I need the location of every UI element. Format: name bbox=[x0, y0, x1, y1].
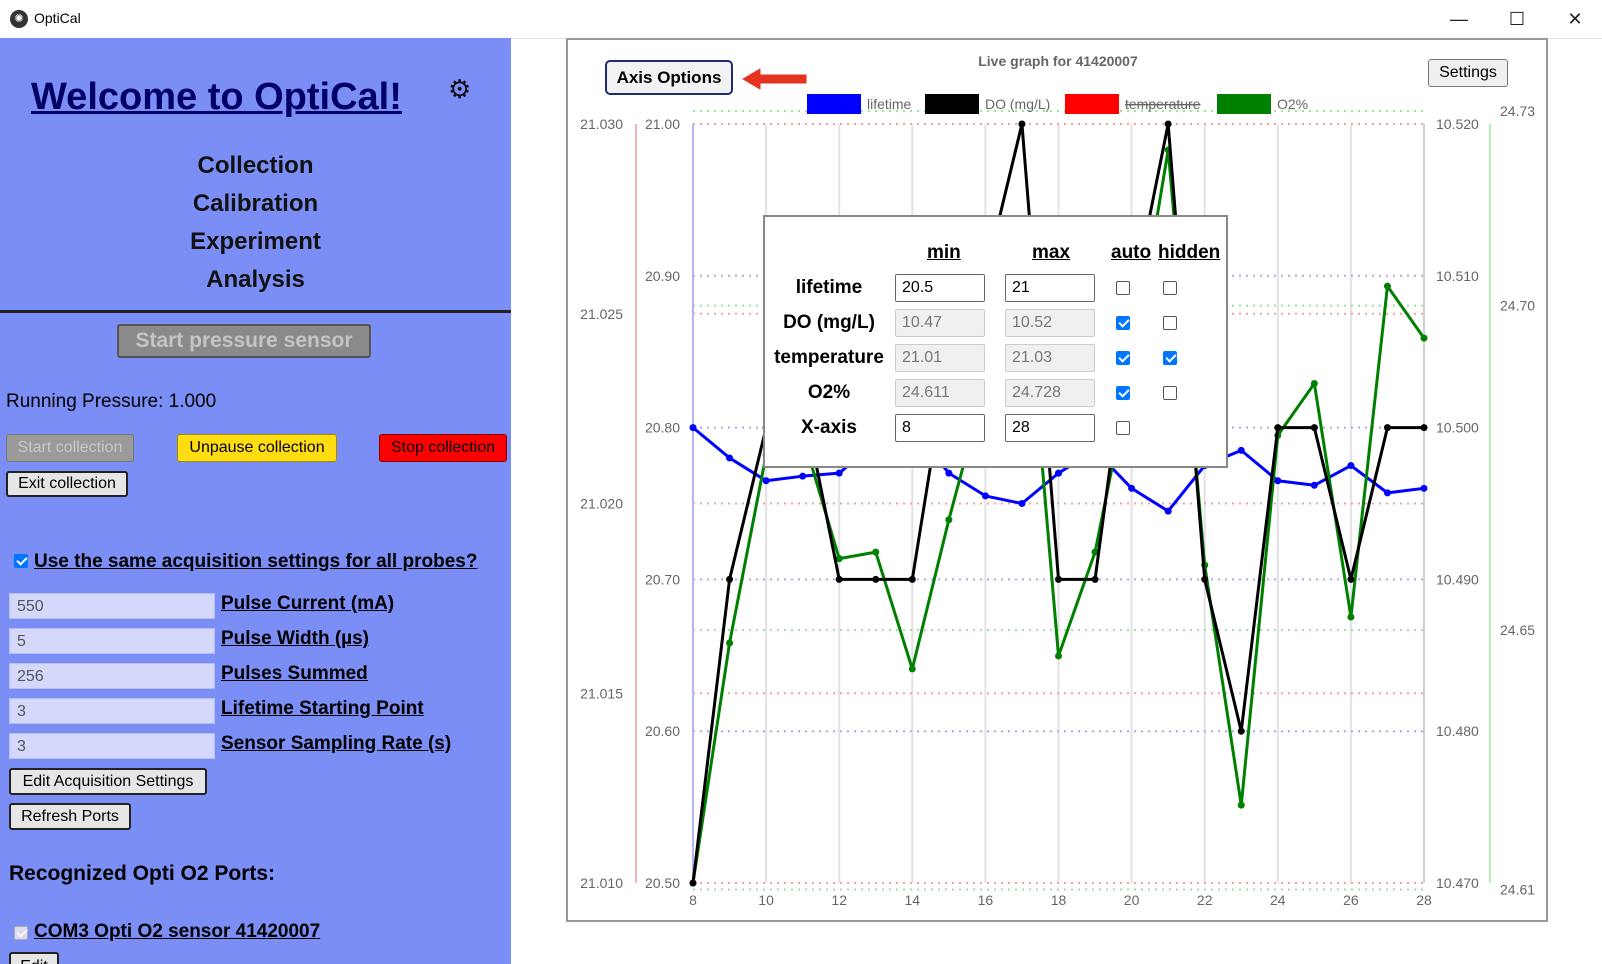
nav-experiment[interactable]: Experiment bbox=[190, 228, 321, 255]
edit-acquisition-settings-button[interactable]: Edit Acquisition Settings bbox=[9, 768, 207, 795]
unpause-collection-button[interactable]: Unpause collection bbox=[177, 434, 337, 462]
lifetime-auto-checkbox[interactable] bbox=[1116, 281, 1130, 295]
header-auto: auto bbox=[1111, 242, 1152, 263]
lifetime-starting-point-label: Lifetime Starting Point bbox=[221, 698, 424, 719]
axis-options-popup: min max auto hidden lifetime 20.5 21 DO … bbox=[763, 215, 1228, 468]
window-title: OptiCal bbox=[34, 10, 81, 26]
temperature-auto-checkbox[interactable] bbox=[1116, 351, 1130, 365]
temperature-min-input[interactable]: 21.01 bbox=[895, 344, 985, 372]
o2-max-input[interactable]: 24.728 bbox=[1005, 379, 1095, 407]
exit-collection-button[interactable]: Exit collection bbox=[6, 471, 128, 497]
nav-collection[interactable]: Collection bbox=[197, 152, 314, 179]
divider bbox=[0, 310, 511, 313]
temperature-max-input[interactable]: 21.03 bbox=[1005, 344, 1095, 372]
o2-min-input[interactable]: 24.611 bbox=[895, 379, 985, 407]
stop-collection-button[interactable]: Stop collection bbox=[379, 434, 507, 462]
header-max: max bbox=[1032, 242, 1071, 263]
port-label[interactable]: COM3 Opti O2 sensor 41420007 bbox=[34, 921, 321, 942]
o2-auto-checkbox[interactable] bbox=[1116, 386, 1130, 400]
chart-panel bbox=[566, 38, 1548, 922]
welcome-heading[interactable]: Welcome to OptiCal! bbox=[31, 76, 402, 118]
minimize-button[interactable]: — bbox=[1450, 9, 1468, 29]
running-pressure-text: Running Pressure: 1.000 bbox=[6, 391, 217, 412]
lifetime-starting-point-field[interactable]: 3 bbox=[9, 698, 215, 724]
do-min-input[interactable]: 10.47 bbox=[895, 309, 985, 337]
row-label-lifetime: lifetime bbox=[795, 277, 863, 298]
settings-button[interactable]: Settings bbox=[1428, 59, 1508, 87]
sensor-sampling-rate-label: Sensor Sampling Rate (s) bbox=[221, 733, 452, 754]
header-hidden: hidden bbox=[1158, 242, 1221, 263]
nav-calibration[interactable]: Calibration bbox=[192, 190, 319, 217]
gear-icon[interactable]: ⚙ bbox=[448, 74, 472, 104]
o2-hidden-checkbox[interactable] bbox=[1163, 386, 1177, 400]
row-label-x-axis: X-axis bbox=[801, 417, 857, 438]
sidebar: Welcome to OptiCal! ⚙ Collection Calibra… bbox=[0, 38, 511, 964]
lifetime-hidden-checkbox[interactable] bbox=[1163, 281, 1177, 295]
port-checkbox[interactable] bbox=[14, 926, 28, 940]
refresh-ports-button[interactable]: Refresh Ports bbox=[9, 803, 131, 830]
edit-port-button[interactable]: Edit bbox=[9, 952, 59, 964]
row-label-do: DO (mg/L) bbox=[783, 312, 875, 333]
same-settings-label[interactable]: Use the same acquisition settings for al… bbox=[34, 551, 478, 572]
do-hidden-checkbox[interactable] bbox=[1163, 316, 1177, 330]
pulse-width-field[interactable]: 5 bbox=[9, 628, 215, 654]
do-auto-checkbox[interactable] bbox=[1116, 316, 1130, 330]
row-label-o2: O2% bbox=[807, 382, 851, 403]
ports-header: Recognized Opti O2 Ports: bbox=[9, 862, 276, 885]
pulses-summed-label: Pulses Summed bbox=[221, 663, 368, 684]
title-bar: ✺ OptiCal — ☐ ✕ bbox=[0, 0, 1602, 39]
x-axis-max-input[interactable]: 28 bbox=[1005, 414, 1095, 442]
axis-options-button[interactable]: Axis Options bbox=[605, 60, 733, 95]
pulse-width-label: Pulse Width (µs) bbox=[221, 628, 370, 649]
nav-analysis[interactable]: Analysis bbox=[206, 266, 305, 293]
start-pressure-sensor-button[interactable]: Start pressure sensor bbox=[117, 324, 371, 358]
lifetime-max-input[interactable]: 21 bbox=[1005, 274, 1095, 302]
pulses-summed-field[interactable]: 256 bbox=[9, 663, 215, 689]
same-settings-checkbox[interactable] bbox=[14, 554, 28, 568]
pulse-current-field[interactable]: 550 bbox=[9, 593, 215, 619]
app-icon: ✺ bbox=[10, 10, 28, 28]
maximize-button[interactable]: ☐ bbox=[1508, 9, 1526, 29]
sensor-sampling-rate-field[interactable]: 3 bbox=[9, 733, 215, 759]
start-collection-button[interactable]: Start collection bbox=[6, 434, 134, 462]
header-min: min bbox=[927, 242, 961, 263]
close-button[interactable]: ✕ bbox=[1567, 9, 1583, 29]
x-axis-auto-checkbox[interactable] bbox=[1116, 421, 1130, 435]
lifetime-min-input[interactable]: 20.5 bbox=[895, 274, 985, 302]
pulse-current-label: Pulse Current (mA) bbox=[221, 593, 395, 614]
row-label-temperature: temperature bbox=[774, 347, 884, 368]
temperature-hidden-checkbox[interactable] bbox=[1163, 351, 1177, 365]
x-axis-min-input[interactable]: 8 bbox=[895, 414, 985, 442]
do-max-input[interactable]: 10.52 bbox=[1005, 309, 1095, 337]
